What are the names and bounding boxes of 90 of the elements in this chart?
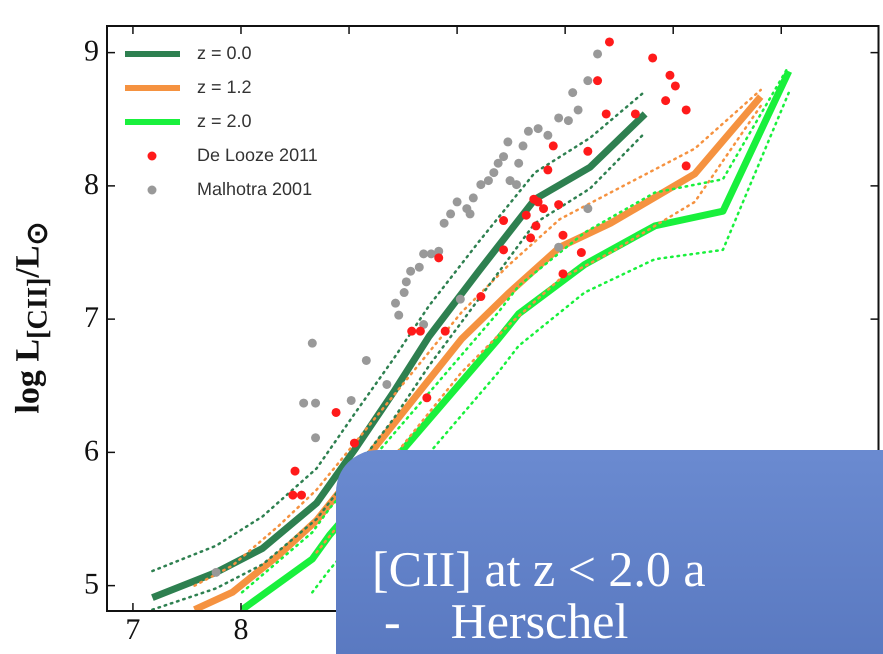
y-tick-label: 6 — [84, 434, 99, 468]
point — [648, 53, 658, 62]
point — [506, 176, 515, 186]
point — [452, 197, 462, 206]
point — [574, 105, 583, 114]
point — [299, 398, 308, 408]
point — [583, 204, 592, 214]
point — [522, 210, 531, 220]
callout-box: [CII] at z < 2.0 a - Herschel — [336, 450, 883, 654]
point — [402, 277, 411, 286]
legend-label: z = 2.0 — [197, 110, 252, 131]
point — [406, 266, 416, 276]
point — [476, 292, 486, 302]
point — [414, 262, 424, 272]
point — [539, 204, 548, 214]
point — [311, 398, 320, 408]
point — [518, 141, 528, 150]
point — [499, 152, 508, 162]
point — [524, 126, 533, 136]
legend-label: De Looze 2011 — [197, 144, 318, 165]
point — [426, 249, 436, 258]
point — [440, 218, 449, 228]
point — [554, 200, 564, 210]
point — [682, 161, 691, 170]
point — [466, 209, 475, 218]
point — [346, 396, 356, 405]
point — [494, 158, 503, 168]
point — [446, 209, 456, 218]
point — [476, 180, 486, 190]
point — [554, 113, 564, 122]
point — [311, 433, 320, 442]
point — [456, 294, 465, 304]
point — [682, 105, 691, 114]
point — [440, 326, 450, 336]
point — [512, 180, 522, 190]
point — [382, 380, 392, 389]
point — [583, 146, 592, 156]
point — [665, 70, 674, 80]
point — [554, 242, 564, 252]
point — [434, 253, 444, 262]
point — [576, 248, 586, 258]
point — [543, 130, 552, 140]
point — [296, 490, 306, 500]
point — [288, 490, 298, 500]
point — [531, 221, 540, 230]
point — [419, 249, 428, 258]
y-tick-label: 9 — [84, 34, 99, 68]
point — [407, 326, 416, 336]
point — [484, 176, 493, 186]
point — [630, 109, 640, 118]
point — [526, 233, 536, 242]
point — [503, 137, 512, 146]
point — [499, 216, 508, 226]
legend-label: Malhotra 2001 — [197, 178, 312, 199]
point — [290, 466, 300, 476]
point — [558, 269, 568, 278]
legend-label: z = 0.0 — [197, 42, 252, 63]
point — [308, 338, 317, 348]
point — [543, 165, 552, 174]
point — [593, 49, 602, 58]
point — [670, 81, 680, 90]
point — [564, 116, 573, 126]
point — [416, 326, 425, 336]
point — [583, 76, 592, 86]
point — [394, 310, 404, 320]
point — [212, 568, 221, 577]
y-tick-label: 7 — [84, 301, 99, 334]
point — [362, 356, 371, 365]
y-tick-label: 5 — [84, 568, 99, 601]
point — [661, 96, 670, 106]
point — [558, 230, 568, 240]
point — [568, 88, 578, 98]
legend-label: z = 1.2 — [197, 76, 252, 97]
point — [332, 408, 341, 417]
point — [534, 124, 543, 134]
point — [400, 288, 409, 298]
point — [419, 320, 428, 329]
point — [534, 197, 543, 206]
point — [499, 245, 508, 254]
point — [593, 76, 602, 86]
point — [602, 109, 611, 118]
point — [604, 37, 614, 46]
y-tick-label: 8 — [84, 168, 99, 201]
point — [350, 438, 359, 448]
point — [489, 168, 498, 178]
point — [391, 298, 400, 308]
point — [468, 193, 478, 202]
point — [422, 393, 432, 402]
point — [548, 141, 558, 150]
point — [514, 158, 524, 168]
